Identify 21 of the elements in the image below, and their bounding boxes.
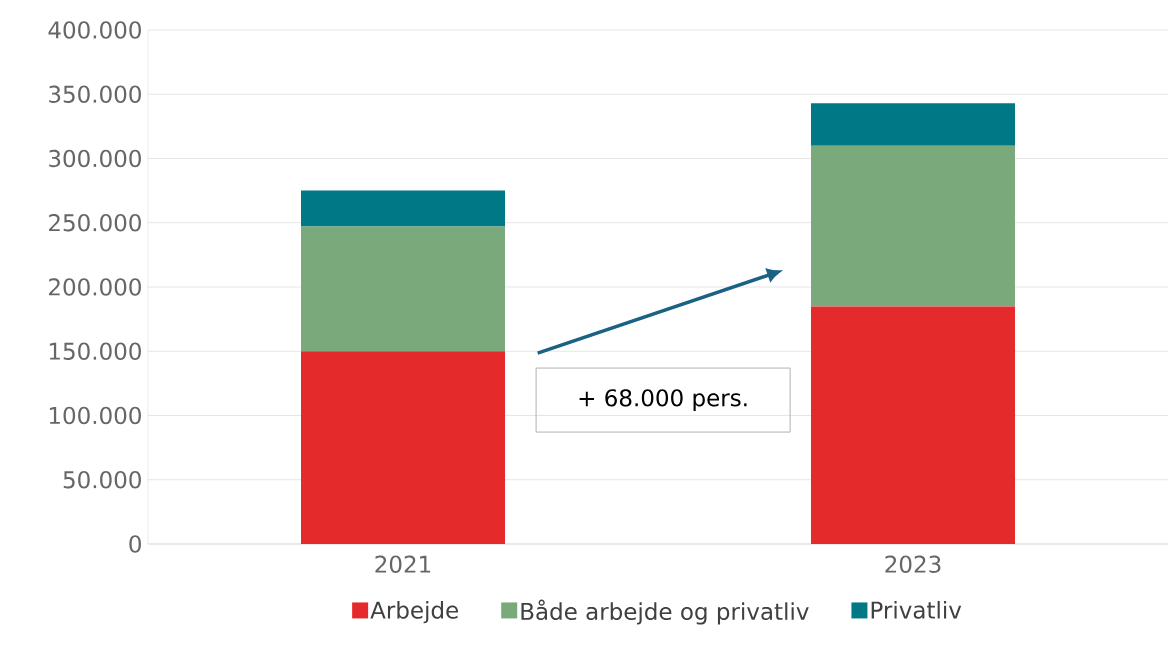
legend-label: Privatliv xyxy=(871,600,962,619)
y-tick-label: 200.000 xyxy=(49,278,141,296)
y-tick-label: 100.000 xyxy=(49,406,141,425)
y-tick-label: 400.000 xyxy=(48,21,141,39)
x-tick-label: 2023 xyxy=(885,555,941,573)
y-tick-label: 250.000 xyxy=(49,214,141,232)
bar xyxy=(811,145,1015,307)
bar xyxy=(301,226,505,352)
y-tick-label: 150.000 xyxy=(49,342,141,360)
y-tick-label: 350.000 xyxy=(49,85,141,103)
bar xyxy=(301,351,505,544)
y-tick-label: 0 xyxy=(129,535,141,553)
y-tick-label: 50.000 xyxy=(63,471,141,489)
bar xyxy=(811,103,1015,146)
legend-label: Både arbejde og privatliv xyxy=(521,599,809,625)
bar xyxy=(811,306,1015,544)
bar xyxy=(301,190,505,227)
legend-label: Arbejde xyxy=(370,600,458,624)
annotation: + 68.000 pers. xyxy=(579,389,747,411)
x-tick-label: 2021 xyxy=(375,555,431,573)
y-tick-label: 300.000 xyxy=(49,149,141,168)
